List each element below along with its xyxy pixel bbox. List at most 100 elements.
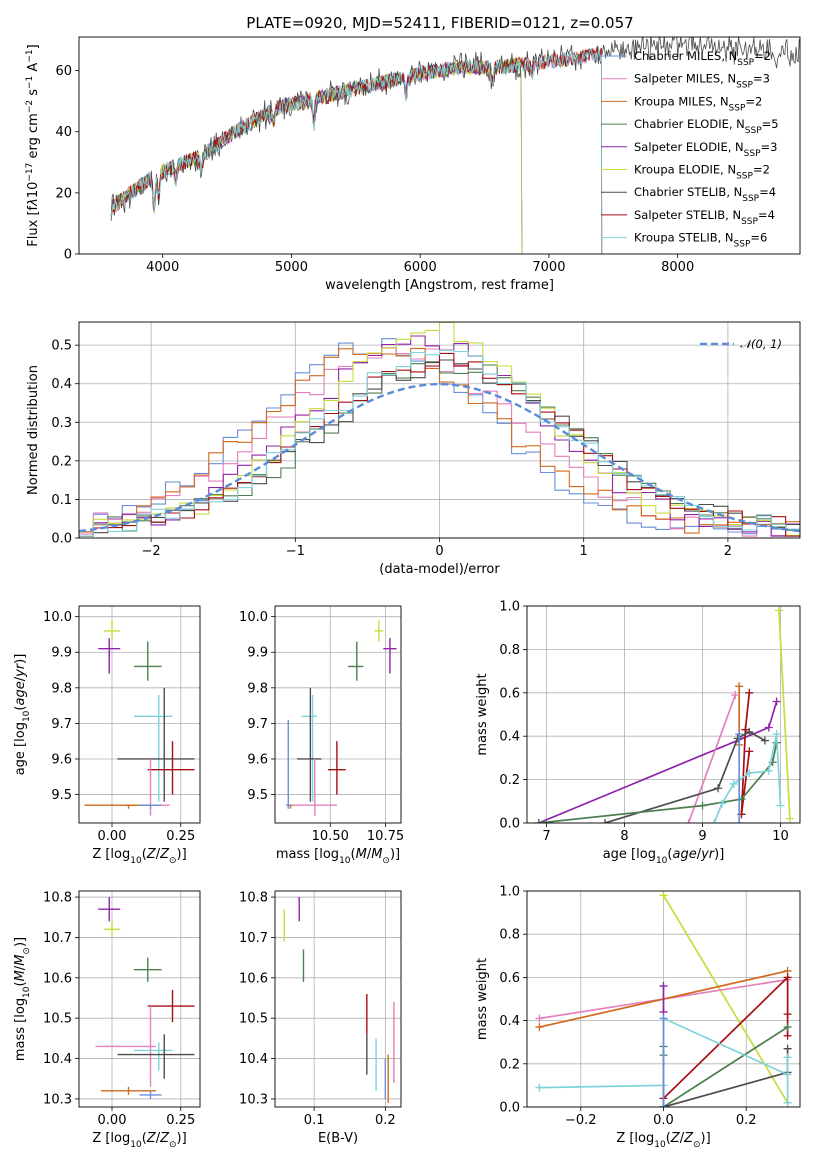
z-weight-xlabel-part: Z [683,1131,694,1146]
z-weight-frame [526,890,801,1108]
ebv-mass-ytick-label: 10.5 [239,1012,268,1027]
spectrum-frame [78,36,801,255]
mass-age-ytick-label: 9.5 [247,788,268,803]
age-weight-point-marker [772,697,781,706]
age-weight-point-marker [745,727,754,736]
residuals-xlabel-part: (data-model)/error [379,562,500,577]
mass-age-points [286,620,397,816]
legend-entry-part: Chabrier MILES, N [634,49,737,63]
ebv-mass-xtick-label: 0.2 [375,1113,396,1128]
z-age-xtick-label: 0.25 [166,829,195,844]
age-weight-xtick-label: 8 [620,829,628,844]
z-age-ylabel: age [log10(age/yr)] [13,654,32,776]
residuals-axes: −2 −1 0 1 2 0.0 0.1 0.2 0.3 0.4 0.5 [51,322,800,559]
mass-age-ytick-label: 9.9 [247,646,268,661]
spectrum-xtick-label: 6000 [404,260,437,275]
z-weight-point-marker [783,1044,792,1053]
mass-age-xlabel: mass [log10(M/M⊙)] [276,847,400,866]
mass-age-xlabel-part: / [367,847,372,862]
age-weight-point-marker [710,819,719,823]
residuals-xlabel: (data-model)/error [379,562,500,577]
age-weight-point-marker [718,799,726,808]
age-weight-point-marker [714,784,723,793]
legend-entry-part: Kroupa STELIB, N [634,231,734,245]
z-mass-ytick-label: 10.8 [43,891,72,906]
z-weight-point-marker [659,1103,668,1107]
mass-age-ytick-label: 9.7 [247,717,268,732]
spectrum-series-line [110,57,523,254]
spectrum-ylabel-part: s [26,89,41,100]
z-mass-ylabel-part: M [13,955,28,966]
age-weight-xlabel-part: )] [714,847,724,862]
z-mass-ytick-label: 10.7 [43,931,72,946]
z-age-ylabel-part: )] [13,654,28,664]
z-mass-xlabel-part: / [156,1131,161,1146]
z-age-xtick-label: 0.00 [98,829,127,844]
mass-age-ytick-label: 9.8 [247,681,268,696]
z-weight-ytick-label: 0.4 [499,1014,520,1029]
z-mass-xlabel: Z [log10(Z/Z⊙)] [92,1131,186,1150]
residuals-frame [78,321,801,539]
residuals-ytick-label: 0.1 [51,493,72,508]
spectrum-ytick-label: 20 [55,186,72,201]
z-weight-ylabel: mass weight [475,958,490,1040]
residuals-ytick-label: 0.5 [51,339,72,354]
z-mass-ylabel-part: / [13,965,28,970]
age-weight-xlabel-part: 10 [656,856,668,866]
z-age-xlabel-part: 10 [130,856,142,866]
age-weight-xtick-label: 10 [772,829,789,844]
legend-entry-label: Kroupa ELODIE, NSSP=2 [634,163,770,182]
spectrum-ylabel-part: erg cm [26,113,41,162]
legend-entry-label: Kroupa STELIB, NSSP=6 [634,231,767,250]
age-weight-point-marker [735,819,744,823]
age-weight-point-marker [698,801,707,810]
age-weight-point-marker [534,819,543,823]
z-weight-point-marker [535,1023,544,1032]
z-age-ytick-label: 9.9 [51,646,72,661]
residuals-histogram-step [79,349,800,538]
age-weight-point-marker [745,769,754,778]
mass-age-xlabel-part: M [356,847,367,862]
z-mass-ylabel: mass [log10(M/M⊙)] [13,937,32,1061]
legend-entry-part: =2 [753,163,770,177]
mass-age-xlabel-part: )] [390,847,400,862]
age-weight-point-marker [684,819,693,823]
residuals-xtick-label: −1 [286,544,305,559]
age-weight-point-marker [764,723,773,732]
legend-entry-label: Salpeter STELIB, NSSP=4 [634,208,775,227]
z-age-ytick-label: 9.5 [51,788,72,803]
z-age-xlabel-part: / [156,847,161,862]
age-weight-point-marker [776,801,785,810]
z-weight-point-marker [783,1098,792,1107]
legend-entry-part: SSP [742,194,759,204]
legend-entry-part: =2 [754,49,771,63]
legend-entry-part: =4 [758,208,775,222]
z-weight-point-marker [535,1014,544,1023]
legend-entry-part: SSP [734,240,751,250]
mass-age-xlabel-part: 10 [339,856,351,866]
spectrum-ylabel-part: A [26,63,41,76]
legend-entry-part: SSP [737,58,754,68]
z-age-xlabel-part: Z [146,847,157,862]
spectrum-xtick-label: 8000 [661,260,694,275]
mass-age-xlabel-part: ⊙ [382,856,390,866]
z-mass-xlabel-part: ( [142,1131,147,1146]
z-mass-ytick-label: 10.6 [43,971,72,986]
figure-title: PLATE=0920, MJD=52411, FIBERID=0121, z=0… [246,14,633,32]
age-weight-xlabel-part: age [log [603,847,656,862]
z-mass-ylabel-part: ( [13,981,28,986]
spectrum-ylabel-part: 10 [26,182,41,199]
legend-entry-label: Salpeter MILES, NSSP=3 [634,72,770,91]
z-age-xlabel-part: ( [142,847,147,862]
spectrum-ylabel-part: −1 [25,76,35,89]
residuals-xtick-label: 2 [724,544,732,559]
spectrum-ylabel-part: −17 [25,163,35,182]
mass-age-ytick-label: 10.0 [239,610,268,625]
mass-age-xlabel-part: M [371,847,382,862]
z-age-ylabel-part: / [13,676,28,681]
z-weight-xlabel: Z [log10(Z/Z⊙)] [616,1131,710,1150]
age-weight-series-line [687,694,737,823]
